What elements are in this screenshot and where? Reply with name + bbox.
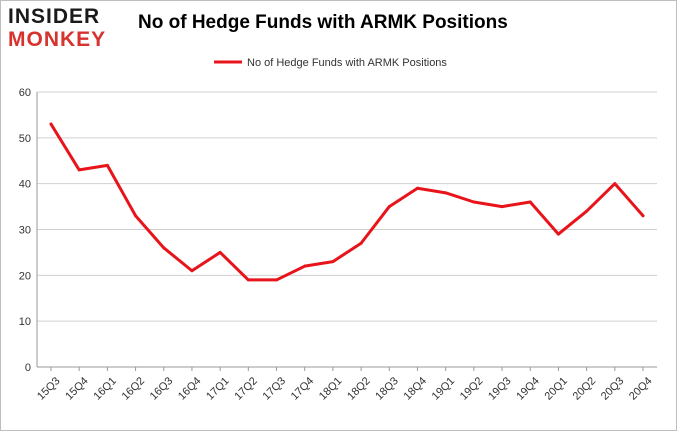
x-tick-label: 17Q1 bbox=[204, 375, 232, 403]
y-tick-label: 0 bbox=[25, 362, 31, 374]
x-tick-labels: 15Q3 15Q4 16Q1 16Q2 16Q3 16Q4 17Q1 17Q2 17Q3 17Q4… bbox=[35, 375, 655, 403]
data-point bbox=[585, 209, 589, 213]
x-tick-label: 20Q3 bbox=[599, 375, 627, 403]
data-point bbox=[415, 186, 419, 190]
legend-label: No of Hedge Funds with ARMK Positions bbox=[247, 57, 447, 69]
data-point bbox=[190, 269, 194, 273]
x-tick-label: 17Q2 bbox=[232, 375, 260, 403]
grid-lines bbox=[37, 91, 657, 322]
series-line-0 bbox=[49, 122, 645, 282]
x-tick-label: 18Q3 bbox=[373, 375, 401, 403]
y-tick-label: 30 bbox=[19, 225, 31, 237]
x-tick-label: 16Q2 bbox=[120, 375, 148, 403]
x-tick-label: 19Q4 bbox=[514, 375, 542, 403]
data-point bbox=[331, 260, 335, 264]
data-point bbox=[556, 232, 560, 236]
axes bbox=[36, 92, 657, 371]
data-point bbox=[77, 168, 81, 172]
data-point bbox=[500, 205, 504, 209]
x-tick-label: 15Q3 bbox=[35, 375, 63, 403]
data-point bbox=[275, 278, 279, 282]
logo-line-1: INSIDER bbox=[8, 5, 101, 28]
x-tick-label: 15Q4 bbox=[63, 375, 91, 403]
data-point bbox=[387, 205, 391, 209]
x-tick-label: 16Q3 bbox=[148, 375, 176, 403]
y-tick-label: 60 bbox=[19, 87, 31, 99]
x-tick-label: 19Q1 bbox=[430, 375, 458, 403]
series-lines bbox=[49, 122, 645, 282]
chart-title: No of Hedge Funds with ARMK Positions bbox=[138, 12, 508, 33]
y-tick-label: 20 bbox=[19, 270, 31, 282]
y-tick-label: 10 bbox=[19, 316, 31, 328]
data-point bbox=[49, 122, 53, 126]
data-point bbox=[641, 214, 645, 218]
y-tick-label: 40 bbox=[19, 179, 31, 191]
x-tick-label: 20Q4 bbox=[627, 375, 655, 403]
x-tick-label: 17Q3 bbox=[261, 375, 289, 403]
data-point bbox=[105, 163, 109, 167]
x-tick-label: 18Q4 bbox=[402, 375, 430, 403]
data-point bbox=[613, 182, 617, 186]
data-point bbox=[303, 264, 307, 268]
legend: No of Hedge Funds with ARMK Positions bbox=[214, 57, 447, 69]
logo-line-2: MONKEY bbox=[8, 28, 107, 51]
data-point bbox=[472, 200, 476, 204]
data-point bbox=[218, 250, 222, 254]
data-point bbox=[359, 241, 363, 245]
data-point bbox=[134, 214, 138, 218]
x-tick-label: 16Q4 bbox=[176, 375, 204, 403]
insider-monkey-logo: INSIDER MONKEY bbox=[8, 6, 126, 52]
x-tick-label: 20Q1 bbox=[542, 375, 570, 403]
data-point bbox=[444, 191, 448, 195]
x-tick-label: 18Q2 bbox=[345, 375, 373, 403]
x-tick-label: 17Q4 bbox=[289, 375, 317, 403]
x-tick-label: 16Q1 bbox=[91, 375, 119, 403]
x-tick-label: 20Q2 bbox=[571, 375, 599, 403]
y-tick-label: 50 bbox=[19, 133, 31, 145]
y-tick-labels: 0 10 20 30 40 50 60 bbox=[19, 87, 31, 374]
data-point bbox=[528, 200, 532, 204]
data-point bbox=[246, 278, 250, 282]
x-tick-label: 19Q2 bbox=[458, 375, 486, 403]
x-tick-label: 19Q3 bbox=[486, 375, 514, 403]
data-point bbox=[162, 246, 166, 250]
x-tick-label: 18Q1 bbox=[317, 375, 345, 403]
